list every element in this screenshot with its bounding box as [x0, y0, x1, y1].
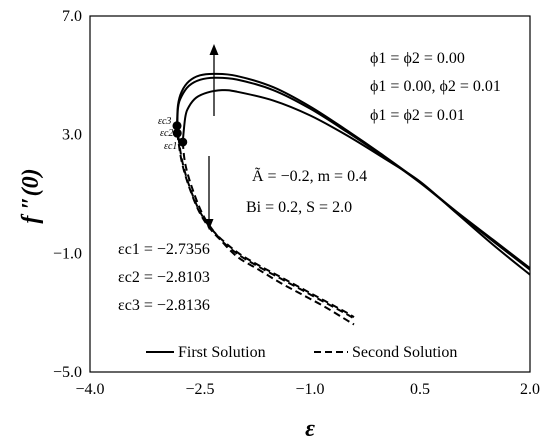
legend: First Solution Second Solution: [146, 344, 457, 361]
decrease-arrow: [204, 156, 214, 230]
annotation-phi-3: ϕ1 = ϕ2 = 0.01: [370, 107, 465, 124]
x-tick-label: −4.0: [75, 381, 104, 398]
annotation-phi-2: ϕ1 = 0.00, ϕ2 = 0.01: [370, 78, 501, 95]
critical-label-c2: εc2: [160, 128, 173, 139]
critical-value-1: εc1 = −2.7356: [118, 241, 210, 258]
x-tick-label: −1.0: [295, 381, 324, 398]
plot-area: [89, 15, 531, 373]
y-tick-label: −1.0: [53, 245, 82, 262]
x-tick-label: 0.5: [410, 381, 430, 398]
y-tick-label: −5.0: [53, 364, 82, 381]
x-tick-label: 2.0: [520, 381, 540, 398]
critical-label-c1: εc1: [164, 141, 177, 152]
legend-label-first: First Solution: [178, 344, 266, 361]
critical-point-1: [172, 121, 182, 131]
critical-value-2: εc2 = −2.8103: [118, 269, 210, 286]
y-axis-title: f ″(0): [18, 168, 44, 223]
critical-value-3: εc3 = −2.8136: [118, 297, 210, 314]
series-layer: [176, 72, 531, 326]
annotation-params-1: Ã = −0.2, m = 0.4: [252, 167, 367, 185]
x-tick-label: −2.5: [185, 381, 214, 398]
first-solution-line-3: [181, 89, 531, 276]
critical-point-2: [172, 128, 182, 138]
critical-points: [172, 121, 188, 147]
critical-point-3: [178, 137, 188, 147]
annotation-params-2: Bi = 0.2, S = 2.0: [246, 199, 352, 216]
second-solution-line-2: [176, 133, 355, 320]
x-axis-title: ε: [305, 416, 315, 442]
critical-label-c3: εc3: [158, 116, 171, 127]
y-axis: −5.0 −1.0 3.0 7.0: [53, 8, 82, 381]
increase-arrow: [209, 44, 219, 116]
legend-label-second: Second Solution: [352, 344, 457, 361]
second-solution-line-1: [176, 125, 355, 318]
y-tick-label: 3.0: [62, 127, 82, 144]
x-axis: −4.0 −2.5 −1.0 0.5 2.0: [75, 381, 540, 398]
y-tick-label: 7.0: [62, 8, 82, 25]
second-solution-line-3: [181, 141, 355, 326]
annotation-phi-1: ϕ1 = ϕ2 = 0.00: [370, 50, 465, 67]
